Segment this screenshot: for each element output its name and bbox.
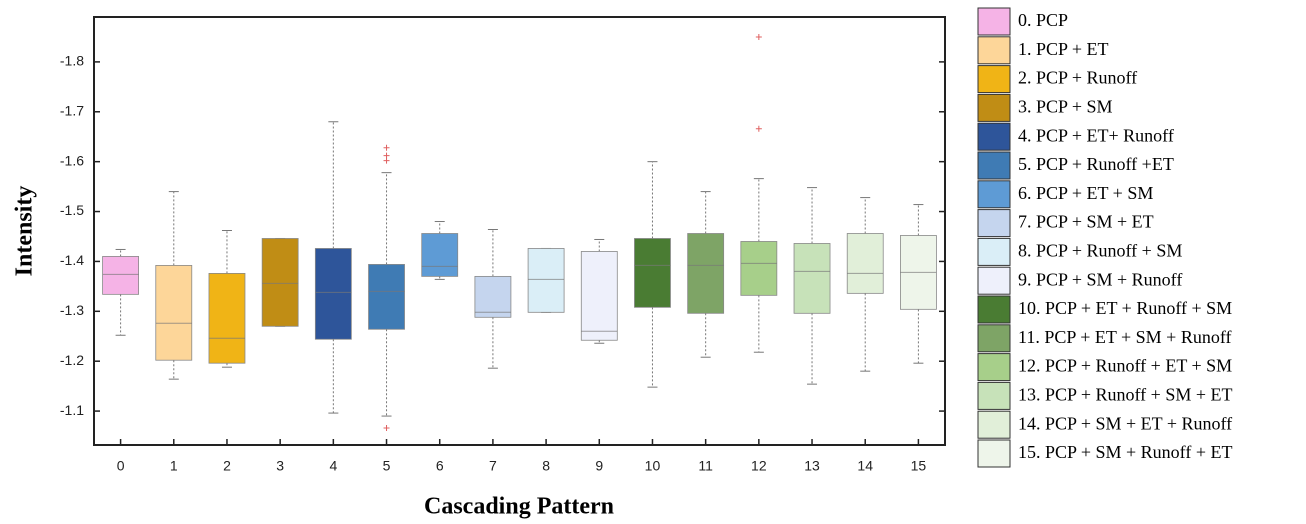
legend-swatch [977,122,1011,151]
legend-swatch [977,151,1011,180]
legend-swatch [977,209,1011,238]
box [155,265,193,361]
box [102,256,139,295]
legend-label: 0. PCP [1018,10,1068,30]
box [208,273,246,364]
legend-swatch [977,237,1011,266]
x-tick-label: 1 [170,458,178,474]
y-tick-label: -1.4 [60,252,84,268]
box [740,241,778,296]
x-tick-label: 8 [542,458,550,474]
legend-swatch [977,36,1011,65]
legend-label: 9. PCP + SM + Runoff [1018,269,1182,289]
x-tick-label: 10 [645,458,661,474]
legend-label: 14. PCP + SM + ET + Runoff [1018,413,1232,433]
x-tick-label: 14 [857,458,873,474]
x-tick-label: 9 [595,458,603,474]
plot-frame [93,16,946,446]
outlier [755,33,762,40]
y-tick-label: -1.2 [60,352,84,368]
x-tick-label: 0 [117,458,125,474]
legend-label: 2. PCP + Runoff [1018,68,1137,88]
box [421,233,459,277]
box [368,264,405,330]
legend-swatch [977,7,1011,36]
legend-label: 3. PCP + SM [1018,97,1113,117]
y-tick-label: -1.8 [60,53,84,69]
legend-label: 4. PCP + ET+ Runoff [1018,125,1174,145]
x-tick-label: 3 [276,458,284,474]
y-tick-label: -1.7 [60,102,84,118]
x-tick-label: 5 [383,458,391,474]
legend-swatch [977,295,1011,324]
x-tick-label: 7 [489,458,497,474]
box [687,233,725,314]
x-tick-label: 2 [223,458,231,474]
y-tick-label: -1.3 [60,302,84,318]
legend-label: 8. PCP + Runoff + SM [1018,241,1182,261]
x-tick-label: 4 [329,458,337,474]
box [474,275,512,318]
legend-swatch [977,266,1011,295]
legend-label: 11. PCP + ET + SM + Runoff [1018,327,1232,347]
y-tick-label: -1.1 [60,402,84,418]
box [580,251,618,341]
legend-swatch [977,324,1011,353]
y-axis-label: Intensity [12,186,38,277]
x-tick-label: 6 [436,458,444,474]
legend-label: 6. PCP + ET + SM [1018,183,1153,203]
box [634,238,671,308]
box [527,248,565,313]
legend-swatch [977,65,1011,94]
legend-swatch [977,180,1011,209]
legend-label: 5. PCP + Runoff +ET [1018,154,1174,174]
legend-swatch [977,439,1011,468]
outlier [755,125,762,132]
outlier [383,144,390,151]
box [261,238,299,327]
box [793,243,831,314]
y-tick-label: -1.6 [60,152,84,168]
legend-swatch [977,353,1011,382]
x-tick-label: 13 [804,458,820,474]
y-tick-label: -1.5 [60,202,84,218]
x-axis-label: Cascading Pattern [424,494,614,520]
legend-label: 7. PCP + SM + ET [1018,212,1154,232]
x-tick-label: 15 [911,458,927,474]
legend-label: 1. PCP + ET [1018,39,1109,59]
outlier [383,425,390,432]
x-tick-label: 11 [698,458,713,474]
legend-label: 12. PCP + Runoff + ET + SM [1018,356,1232,376]
legend-swatch [977,381,1011,410]
x-tick-label: 12 [751,458,767,474]
legend-label: 13. PCP + Runoff + SM + ET [1018,385,1233,405]
outlier [383,152,390,159]
legend-label: 15. PCP + SM + Runoff + ET [1018,442,1233,462]
box [846,233,884,294]
legend-swatch [977,410,1011,439]
box [314,248,352,340]
legend-swatch [977,93,1011,122]
legend-label: 10. PCP + ET + Runoff + SM [1018,298,1232,318]
